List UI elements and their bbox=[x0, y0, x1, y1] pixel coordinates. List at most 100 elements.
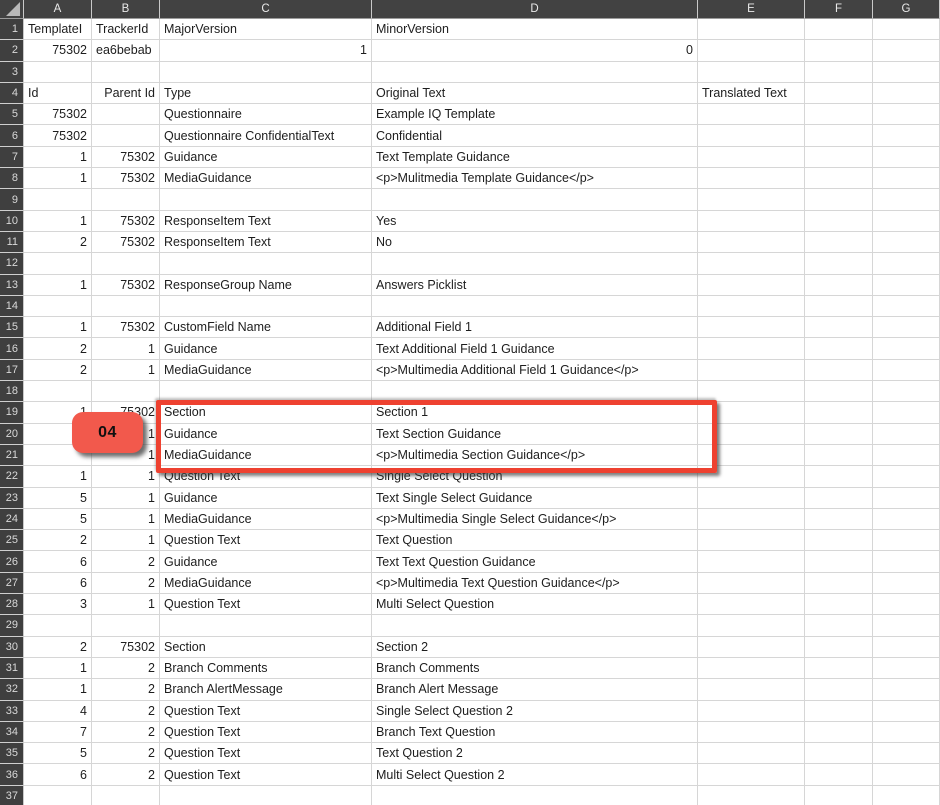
cell-G24[interactable] bbox=[873, 508, 940, 531]
column-header-C[interactable]: C bbox=[160, 0, 372, 19]
cell-A17[interactable]: 2 bbox=[24, 359, 92, 382]
row-header-34[interactable]: 34 bbox=[0, 721, 24, 744]
row-header-5[interactable]: 5 bbox=[0, 104, 24, 126]
row-header-9[interactable]: 9 bbox=[0, 189, 24, 211]
cell-D21[interactable]: <p>Multimedia Section Guidance</p> bbox=[372, 444, 698, 467]
cell-A2[interactable]: 75302 bbox=[24, 40, 92, 62]
cell-F30[interactable] bbox=[805, 636, 873, 658]
row-header-30[interactable]: 30 bbox=[0, 636, 24, 658]
cell-C11[interactable]: ResponseItem Text bbox=[160, 231, 372, 254]
cell-F7[interactable] bbox=[805, 146, 873, 169]
cell-F6[interactable] bbox=[805, 125, 873, 147]
cell-D13[interactable]: Answers Picklist bbox=[372, 274, 698, 296]
cell-G13[interactable] bbox=[873, 274, 940, 296]
cell-A37[interactable] bbox=[24, 785, 92, 805]
cell-E10[interactable] bbox=[698, 210, 805, 232]
cell-G31[interactable] bbox=[873, 657, 940, 680]
cell-D29[interactable] bbox=[372, 615, 698, 637]
cell-C4[interactable]: Type bbox=[160, 82, 372, 105]
cell-G36[interactable] bbox=[873, 764, 940, 786]
cell-F22[interactable] bbox=[805, 466, 873, 488]
cell-B36[interactable]: 2 bbox=[92, 764, 160, 786]
cell-F31[interactable] bbox=[805, 657, 873, 680]
cell-F19[interactable] bbox=[805, 402, 873, 424]
cell-B1[interactable]: TrackerId bbox=[92, 19, 160, 41]
row-header-6[interactable]: 6 bbox=[0, 125, 24, 147]
cell-F29[interactable] bbox=[805, 615, 873, 637]
cell-C8[interactable]: MediaGuidance bbox=[160, 168, 372, 190]
row-header-3[interactable]: 3 bbox=[0, 61, 24, 83]
cell-E8[interactable] bbox=[698, 168, 805, 190]
cell-G6[interactable] bbox=[873, 125, 940, 147]
row-header-28[interactable]: 28 bbox=[0, 594, 24, 616]
cell-E36[interactable] bbox=[698, 764, 805, 786]
cell-D33[interactable]: Single Select Question 2 bbox=[372, 700, 698, 722]
cell-B34[interactable]: 2 bbox=[92, 721, 160, 744]
cell-D15[interactable]: Additional Field 1 bbox=[372, 317, 698, 339]
cell-C3[interactable] bbox=[160, 61, 372, 83]
cell-B5[interactable] bbox=[92, 104, 160, 126]
cell-D12[interactable] bbox=[372, 253, 698, 275]
cell-A13[interactable]: 1 bbox=[24, 274, 92, 296]
row-header-26[interactable]: 26 bbox=[0, 551, 24, 573]
cell-C6[interactable]: Questionnaire ConfidentialText bbox=[160, 125, 372, 147]
cell-E16[interactable] bbox=[698, 338, 805, 360]
row-header-12[interactable]: 12 bbox=[0, 253, 24, 275]
cell-D2[interactable]: 0 bbox=[372, 40, 698, 62]
cell-E24[interactable] bbox=[698, 508, 805, 531]
cell-C18[interactable] bbox=[160, 381, 372, 403]
column-header-D[interactable]: D bbox=[372, 0, 698, 19]
cell-G34[interactable] bbox=[873, 721, 940, 744]
row-header-24[interactable]: 24 bbox=[0, 508, 24, 531]
cell-C32[interactable]: Branch AlertMessage bbox=[160, 679, 372, 701]
cell-G16[interactable] bbox=[873, 338, 940, 360]
row-header-17[interactable]: 17 bbox=[0, 359, 24, 382]
cell-E23[interactable] bbox=[698, 487, 805, 509]
cell-F8[interactable] bbox=[805, 168, 873, 190]
row-header-4[interactable]: 4 bbox=[0, 82, 24, 105]
cell-F4[interactable] bbox=[805, 82, 873, 105]
cell-D5[interactable]: Example IQ Template bbox=[372, 104, 698, 126]
cell-E2[interactable] bbox=[698, 40, 805, 62]
cell-B22[interactable]: 1 bbox=[92, 466, 160, 488]
cell-G5[interactable] bbox=[873, 104, 940, 126]
row-header-14[interactable]: 14 bbox=[0, 295, 24, 318]
cell-G20[interactable] bbox=[873, 423, 940, 445]
cell-F33[interactable] bbox=[805, 700, 873, 722]
cell-B17[interactable]: 1 bbox=[92, 359, 160, 382]
cell-C22[interactable]: Question Text bbox=[160, 466, 372, 488]
cell-G35[interactable] bbox=[873, 743, 940, 765]
cell-E14[interactable] bbox=[698, 295, 805, 318]
cell-F9[interactable] bbox=[805, 189, 873, 211]
cell-D16[interactable]: Text Additional Field 1 Guidance bbox=[372, 338, 698, 360]
cell-B12[interactable] bbox=[92, 253, 160, 275]
cell-G3[interactable] bbox=[873, 61, 940, 83]
cell-C5[interactable]: Questionnaire bbox=[160, 104, 372, 126]
cell-A27[interactable]: 6 bbox=[24, 572, 92, 595]
cell-B26[interactable]: 2 bbox=[92, 551, 160, 573]
cell-D8[interactable]: <p>Mulitmedia Template Guidance</p> bbox=[372, 168, 698, 190]
cell-B33[interactable]: 2 bbox=[92, 700, 160, 722]
cell-E19[interactable] bbox=[698, 402, 805, 424]
cell-A9[interactable] bbox=[24, 189, 92, 211]
cell-F28[interactable] bbox=[805, 594, 873, 616]
cell-D11[interactable]: No bbox=[372, 231, 698, 254]
cell-C27[interactable]: MediaGuidance bbox=[160, 572, 372, 595]
cell-G33[interactable] bbox=[873, 700, 940, 722]
cell-A33[interactable]: 4 bbox=[24, 700, 92, 722]
cell-G23[interactable] bbox=[873, 487, 940, 509]
cell-B24[interactable]: 1 bbox=[92, 508, 160, 531]
cell-A28[interactable]: 3 bbox=[24, 594, 92, 616]
row-header-27[interactable]: 27 bbox=[0, 572, 24, 595]
row-header-22[interactable]: 22 bbox=[0, 466, 24, 488]
cell-G12[interactable] bbox=[873, 253, 940, 275]
cell-C10[interactable]: ResponseItem Text bbox=[160, 210, 372, 232]
column-header-F[interactable]: F bbox=[805, 0, 873, 19]
cell-E4[interactable]: Translated Text bbox=[698, 82, 805, 105]
cell-C28[interactable]: Question Text bbox=[160, 594, 372, 616]
cell-C31[interactable]: Branch Comments bbox=[160, 657, 372, 680]
cell-A25[interactable]: 2 bbox=[24, 530, 92, 552]
cell-A35[interactable]: 5 bbox=[24, 743, 92, 765]
cell-A5[interactable]: 75302 bbox=[24, 104, 92, 126]
cell-C12[interactable] bbox=[160, 253, 372, 275]
